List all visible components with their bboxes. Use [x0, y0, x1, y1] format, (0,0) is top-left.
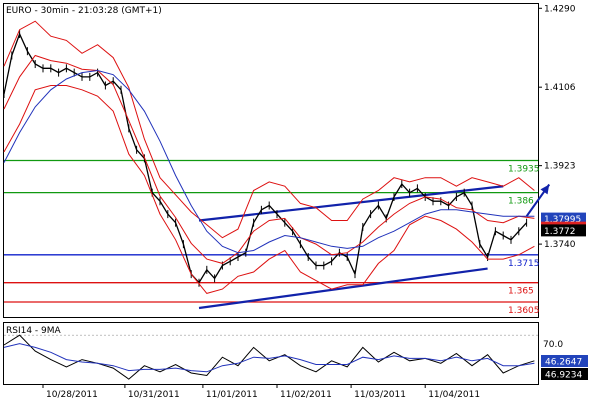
price-axis: 1.4290 1.4106 1.3923 1.3740	[538, 4, 576, 250]
channel-upper-line	[198, 185, 504, 222]
x-tick-label-5: 11/04/2011	[428, 390, 480, 400]
chart-header: EURO - 30min - 21:03:28 (GMT+1)	[6, 6, 162, 16]
rsi-tag-bg	[541, 355, 588, 367]
rsi-level-label: 70.0	[543, 340, 563, 350]
arrow-head	[540, 184, 550, 195]
x-tick-label-0: 10/28/2011	[46, 390, 98, 400]
series-bollinger-lower	[3, 85, 535, 294]
y-tick-label-0: 1.4290	[544, 4, 576, 14]
series-rsi-ma	[3, 343, 535, 373]
series-moving-average-blue	[3, 69, 535, 254]
channel-lower-line	[198, 267, 488, 310]
level-label-0: 1.3935	[508, 165, 540, 175]
trend-arrow	[525, 183, 551, 217]
y-tick-label-2: 1.3923	[544, 162, 576, 172]
time-axis: 10/28/2011 10/31/2011 11/01/2011 11/02/2011…	[42, 384, 480, 400]
price-panel-frame	[3, 3, 539, 318]
rsi-panel-title: RSI14 - 9MA	[6, 326, 62, 336]
rsi-ma-tag-bg	[541, 368, 588, 380]
rsi-panel-frame	[3, 322, 539, 385]
x-tick-label-1: 10/31/2011	[128, 390, 180, 400]
rsi-ma-tag: 46.9234	[545, 371, 582, 381]
y-tick-label-1: 1.4106	[544, 83, 576, 93]
price-series-group	[3, 20, 535, 294]
x-tick-label-2: 11/01/2011	[206, 390, 258, 400]
level-label-2: 1.3715	[508, 259, 540, 269]
price-tag-2: 1.3772	[544, 227, 576, 237]
price-tag-bg-0	[541, 212, 586, 225]
price-tag-0: 1.37995	[544, 215, 581, 225]
x-tick-label-3: 11/02/2011	[280, 390, 332, 400]
level-label-1: 1.386	[508, 197, 534, 207]
series-moving-average-red	[3, 54, 535, 264]
series-price	[3, 32, 528, 284]
horizontal-levels: 1.3935 1.386 1.3715 1.365 1.3605	[4, 159, 540, 316]
trend-channel	[198, 185, 504, 310]
rsi-tag: 46.2647	[545, 358, 582, 368]
level-label-3: 1.365	[508, 287, 534, 297]
series-bollinger-upper	[3, 20, 535, 239]
y-tick-label-3: 1.3740	[544, 240, 576, 250]
x-tick-label-4: 11/03/2011	[354, 390, 406, 400]
rsi-series-group	[3, 334, 538, 380]
level-label-4: 1.3605	[508, 306, 540, 316]
price-tag-bg-2	[541, 224, 586, 237]
